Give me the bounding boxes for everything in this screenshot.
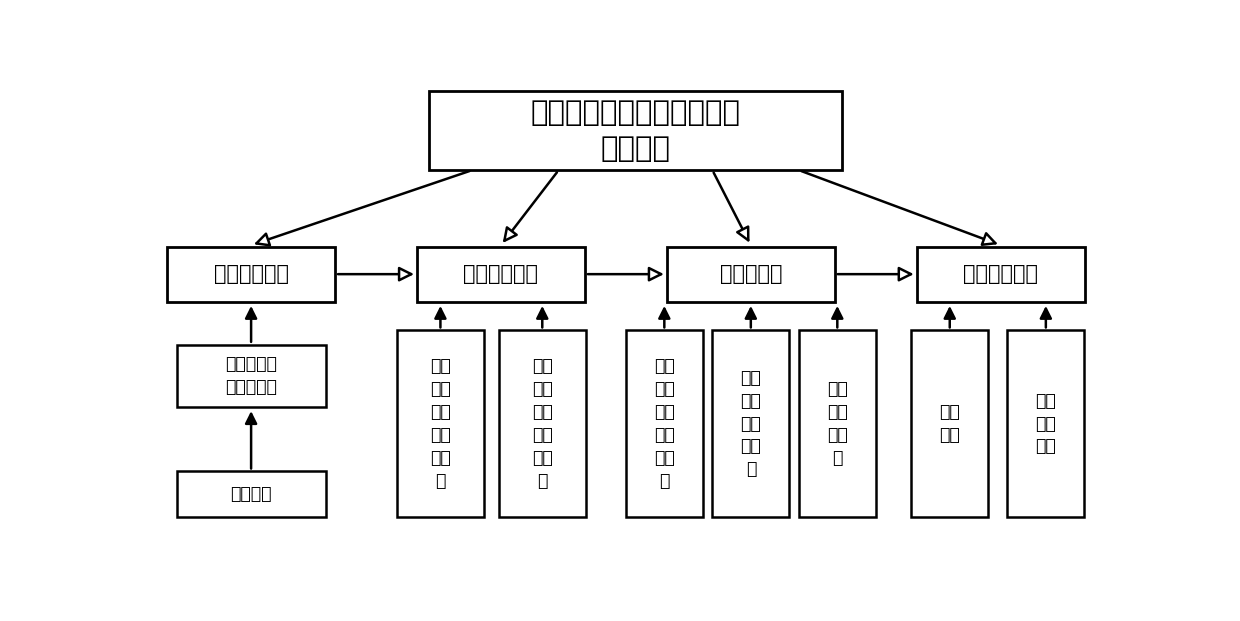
Text: 温度
检测
及补
偿电
路: 温度 检测 及补 偿电 路 [740,369,761,478]
Text: 气体
扫气
风扇: 气体 扫气 风扇 [1035,392,1056,455]
Text: 气体配气装置: 气体配气装置 [213,264,289,284]
FancyBboxPatch shape [429,91,842,170]
FancyBboxPatch shape [626,330,703,517]
Text: 多量程质量
流量控制器: 多量程质量 流量控制器 [226,355,277,396]
FancyBboxPatch shape [911,330,988,517]
Text: 气体测试腔: 气体测试腔 [719,264,782,284]
FancyBboxPatch shape [916,247,1085,302]
Text: 多种气样: 多种气样 [231,485,272,503]
Text: 多路
传感
器阵
列: 多路 传感 器阵 列 [827,380,848,467]
FancyBboxPatch shape [799,330,875,517]
FancyBboxPatch shape [167,247,335,302]
FancyBboxPatch shape [667,247,835,302]
Text: 抽气
电机: 抽气 电机 [940,403,960,444]
FancyBboxPatch shape [417,247,585,302]
Text: 气体混合通道: 气体混合通道 [464,264,538,284]
Text: 信号
测量
与数
据处
理电
路: 信号 测量 与数 据处 理电 路 [653,357,675,490]
Text: 半导体气体传感器测试系统
硬件设计: 半导体气体传感器测试系统 硬件设计 [531,99,740,163]
FancyBboxPatch shape [397,330,484,517]
FancyBboxPatch shape [712,330,789,517]
FancyBboxPatch shape [176,471,326,517]
Text: 气体扫气装置: 气体扫气装置 [963,264,1038,284]
Text: 气体
混合
通道
的湿
度监
测: 气体 混合 通道 的湿 度监 测 [430,357,451,490]
FancyBboxPatch shape [176,345,326,407]
FancyBboxPatch shape [1007,330,1084,517]
Text: 气体
混合
通道
的温
度监
测: 气体 混合 通道 的温 度监 测 [532,357,553,490]
FancyBboxPatch shape [498,330,585,517]
